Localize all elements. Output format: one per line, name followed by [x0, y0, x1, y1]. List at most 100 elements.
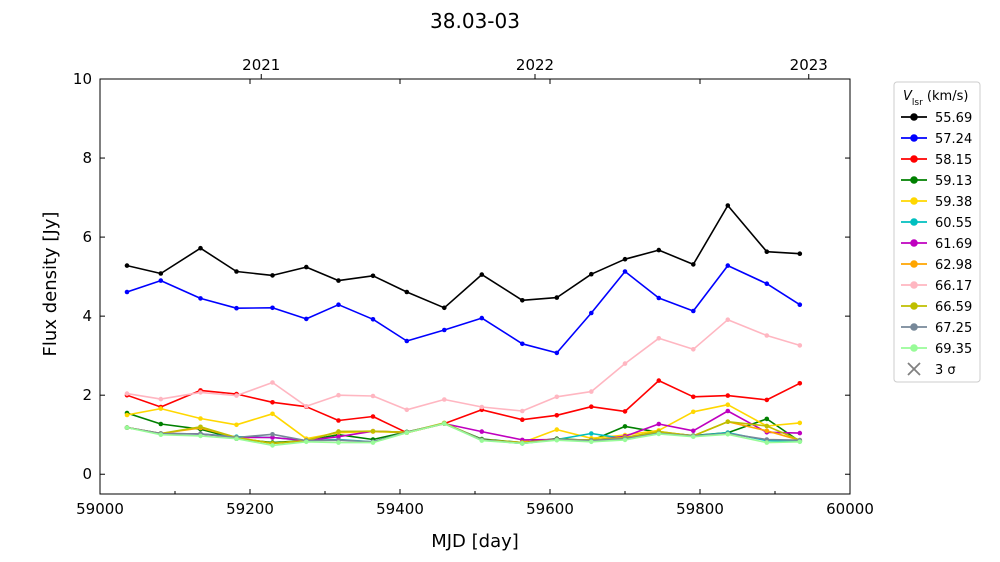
data-point [554, 427, 560, 432]
data-point [764, 281, 770, 287]
data-point [691, 308, 696, 314]
data-point [797, 251, 803, 256]
data-point [589, 310, 594, 316]
legend-title-unit: (km/s) [923, 89, 969, 104]
data-point [370, 393, 376, 399]
data-point [622, 256, 628, 262]
data-point [234, 393, 239, 398]
legend-swatch-marker [910, 155, 918, 163]
legend-item: 61.69 [901, 237, 972, 252]
data-point [656, 247, 662, 253]
data-point [764, 440, 770, 445]
data-point [725, 402, 731, 408]
data-point [479, 438, 485, 443]
data-point [520, 417, 525, 423]
legend-swatch-marker [910, 260, 918, 268]
data-point [198, 390, 203, 395]
data-point [442, 397, 447, 402]
data-point [304, 404, 309, 409]
data-point [797, 439, 803, 445]
series-line [126, 379, 801, 434]
data-point [520, 408, 525, 414]
data-point [589, 404, 594, 410]
data-point [158, 278, 164, 283]
y-tick-label: 6 [82, 228, 92, 246]
data-point [336, 440, 341, 445]
legend-label: 58.15 [935, 153, 972, 168]
data-point [198, 245, 203, 251]
top-tick-label: 2022 [516, 56, 554, 74]
data-point [158, 271, 164, 276]
legend-swatch-marker [910, 176, 918, 184]
legend-swatch-marker [910, 218, 918, 226]
data-point [656, 295, 662, 301]
legend: Vlsr (km/s) 55.69 57.24 58.15 59.13 59.38 60.… [893, 81, 981, 383]
data-point [270, 435, 275, 440]
data-point [520, 341, 525, 347]
legend-item: 55.69 [901, 111, 972, 126]
data-point [336, 418, 341, 423]
y-tick-label: 10 [73, 70, 92, 88]
legend-swatch-marker [910, 134, 918, 142]
data-point [336, 392, 341, 398]
plot-lines [124, 203, 803, 448]
y-tick-label: 0 [82, 465, 92, 483]
data-point [404, 338, 410, 344]
y-axis-label: Flux density [Jy] [40, 212, 61, 357]
series-66-17 [124, 317, 803, 414]
data-point [797, 420, 803, 426]
data-point [589, 439, 594, 445]
axes: 59000 59200 59400 59600 59800 60000 0 2 4 6 8 10 202… [73, 56, 874, 518]
data-point [797, 381, 803, 386]
data-point [520, 298, 525, 303]
legend-label: 69.35 [935, 342, 972, 357]
series-57-24 [124, 263, 803, 356]
data-point [764, 397, 770, 403]
data-point [797, 430, 803, 436]
data-point [725, 393, 731, 398]
data-point [198, 424, 203, 430]
data-point [198, 416, 203, 421]
y-tick-label: 8 [82, 149, 92, 167]
data-point [124, 263, 130, 268]
legend-item: 59.13 [901, 174, 972, 189]
data-point [656, 431, 662, 437]
data-point [691, 434, 696, 440]
data-point [797, 302, 803, 308]
data-point [797, 343, 803, 348]
data-point [479, 315, 485, 321]
legend-label: 61.69 [935, 237, 972, 252]
data-point [764, 423, 770, 429]
data-point [336, 302, 341, 308]
legend-swatch-marker [910, 323, 918, 331]
data-point [725, 317, 731, 323]
data-point [622, 361, 628, 366]
legend-frame [893, 81, 981, 383]
data-point [404, 430, 410, 436]
x-marker-icon [907, 362, 921, 376]
data-point [479, 429, 485, 434]
data-point [764, 249, 770, 254]
legend-label: 3 σ [935, 363, 956, 378]
y-tick-label: 2 [82, 386, 92, 404]
legend-swatch-marker [910, 239, 918, 247]
legend-label: 67.25 [935, 321, 972, 336]
series-line [126, 204, 800, 309]
legend-item-3sigma: 3 σ [907, 362, 956, 378]
x-tick-label: 59600 [526, 500, 574, 518]
data-point [158, 432, 164, 438]
data-point [691, 347, 696, 352]
legend-item: 69.35 [901, 342, 972, 357]
data-point [725, 263, 731, 268]
data-point [656, 378, 662, 383]
data-point [479, 404, 485, 410]
legend-swatch-marker [910, 302, 918, 310]
legend-item: 62.98 [901, 258, 972, 273]
data-point [270, 432, 275, 437]
legend-item: 67.25 [901, 321, 972, 336]
data-point [370, 273, 376, 279]
y-tick-label: 4 [82, 307, 92, 325]
data-point [124, 425, 130, 430]
data-point [336, 278, 341, 283]
data-point [336, 429, 341, 434]
